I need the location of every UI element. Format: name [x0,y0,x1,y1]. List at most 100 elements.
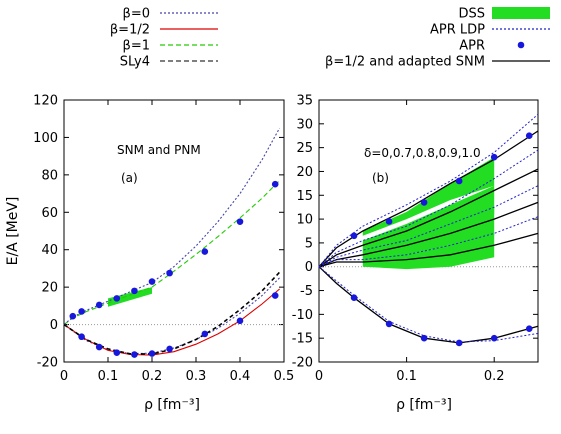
panel-b-adapted-snm-line-4 [318,266,539,344]
panel-a-apr-point-snm [131,351,138,358]
panel-b-adapted-snm-line-3 [318,232,539,268]
panel-b-xtick-label: 0 [315,369,323,384]
panel-b-apr-point-snm [525,325,533,332]
panel-a-apr-point-pnm [166,269,173,277]
panel-b-apr-point-pnm [490,153,498,161]
panel-a-ytick-label: -20 [37,356,58,371]
panel-b-ytick-label: -20 [292,356,313,371]
panel-b-apr-point-pnm [385,218,393,225]
panel-a-xtick-label: 0.5 [274,369,295,384]
panel-a-xtick-label: 0 [60,369,68,384]
legend-b-label: DSS [458,7,485,22]
panel-b-ytick-label: 0 [305,260,313,275]
panel-a-apr-point-snm [166,345,173,353]
panel-b-apr-point-pnm [420,199,428,206]
panel-a-pnm-beta1-line [63,180,280,326]
legend-a-label: β=1 [123,39,150,54]
panel-a-apr-point-pnm [78,308,85,315]
panel-b-ytick-label: -5 [300,284,313,299]
panel-a-ytick-label: 100 [33,131,58,146]
legend-b-label: APR [459,39,485,54]
panel-a-ytick-label: 40 [41,243,58,258]
panel-b-apr-point-snm [385,320,393,328]
panel-b-dss-band-1 [362,185,495,253]
panel-a-xtick-label: 0.2 [142,369,163,384]
panel-b-xtick-label: 0.1 [396,369,417,384]
panel-b-ytick-label: 5 [305,236,313,251]
panel-b-ytick-label: 25 [296,141,313,156]
panel-b-ytick-label: 35 [296,94,313,109]
panel-a-apr-point-pnm [95,301,103,309]
panel-a-apr-point-pnm [148,278,156,285]
panel-b-apr-ldp-line-9 [318,266,539,343]
panel-b-apr-point-snm [455,339,463,347]
panel-a-apr-point-snm [78,333,85,341]
panel-b-apr-ldp-line-5 [318,113,539,268]
legend-a-label: β=0 [123,7,150,22]
panel-b-dss-band-2 [362,207,495,260]
panel-b-apr-point-pnm [455,177,463,185]
panel-a-apr-point-snm [148,350,156,357]
panel-a-apr-point-pnm [236,218,244,225]
legend-b-label: β=1/2 and adapted SNM [325,55,485,70]
panel-b-ytick-label: 15 [296,189,313,204]
panel-a-apr-point-snm [201,330,209,338]
panel-b-ytick-label: -15 [292,332,313,347]
panel-b-ytick-label: -10 [292,308,313,323]
panel-a-ytick-label: 60 [41,206,58,221]
panel-a-xtick-label: 0.1 [98,369,119,384]
panel-a-ytick-label: 20 [41,281,58,296]
panel-a-apr-point-pnm [201,248,209,255]
panel-b-frame [318,99,539,363]
panel-a-ytick-label: 120 [33,94,58,109]
panel-b-ytick-label: 10 [296,213,313,228]
panel-b-adapted-snm-line-2 [318,201,539,268]
panel-a-ytick-label: 80 [41,168,58,183]
legend-b-sample [492,7,550,19]
panel-a-apr-point-pnm [271,180,279,188]
panel-b-apr-point-snm [350,294,358,301]
panel-b-annotation: δ=0,0.7,0.8,0.9,1.0 [364,146,481,160]
panel-a-apr-point-pnm [113,295,121,302]
panel-a-apr-point-snm [236,317,244,325]
panel-a-ylabel: E/A [MeV] [5,197,21,266]
legend-a-label: β=1/2 [110,23,150,38]
panel-a-apr-point-pnm [69,312,77,320]
panel-b-apr-ldp-line-6 [318,149,539,268]
panel-b-apr-point-snm [420,334,428,342]
panel-a-annotation: SNM and PNM [117,143,201,157]
panel-b-ytick-label: 30 [296,117,313,132]
panel-b-xtick-label: 0.2 [484,369,505,384]
panel-b-ytick-label: 20 [296,165,313,180]
panel-b: 0 0.1 0.2 -20 -15 -10 -5 0 5 10 15 20 25 30 35 δ=0,0.7… [292,94,539,413]
panel-a-xlabel: ρ [fm⁻³] [144,397,200,413]
panel-a-apr-point-snm [113,349,121,356]
panel-a-ytick-label: 0 [50,318,58,333]
legend-b-label: APR LDP [430,23,485,38]
panel-a-xtick-label: 0.4 [230,369,251,384]
panel-a-frame [63,99,285,363]
panel-a-pnm-beta0-line [63,127,281,326]
panel-a-apr-point-snm [271,292,279,299]
panel-b-xlabel: ρ [fm⁻³] [396,397,452,413]
panel-b-adapted-snm-line-1 [318,168,539,268]
panel-a-xtick-label: 0.3 [186,369,207,384]
panel-b-apr-point-pnm [350,232,358,240]
panel-b-apr-point-snm [490,334,498,342]
panel-a-snm-beta_half-line [63,288,280,356]
panel-a-label: (a) [121,171,138,185]
panel-b-apr-ldp-line-8 [318,216,539,268]
panel-a-apr-point-snm [95,343,103,351]
panel-a-snm-beta0-line [63,277,280,355]
panel-a-dss-band [108,287,152,307]
panel-b-label: (b) [372,171,389,185]
legend-b-sample [517,41,525,49]
legend-a-label: SLy4 [120,55,150,70]
panel-a-apr-point-pnm [131,287,138,295]
panel-a-snm-sly4-line [63,271,281,355]
panel-b-apr-point-pnm [525,132,533,140]
